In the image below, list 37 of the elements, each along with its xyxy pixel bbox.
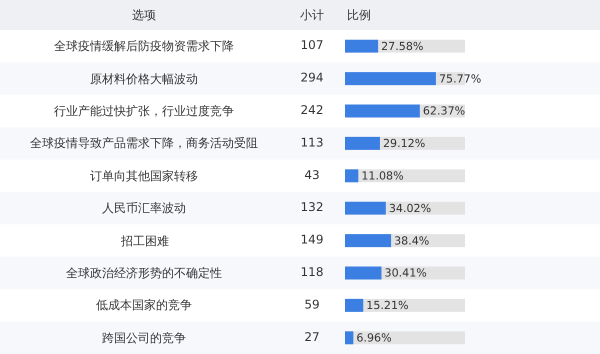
bar — [345, 298, 364, 312]
chart-title: 比例 — [347, 8, 371, 22]
data-label: 294 — [300, 70, 324, 85]
category-label: 跨国公司的竞争 — [102, 331, 186, 345]
data-label: 6.96% — [356, 332, 392, 345]
data-label: 15.21% — [366, 299, 409, 312]
data-label: 107 — [300, 38, 324, 52]
data-label: 38.4% — [394, 234, 430, 248]
text: 选项 — [132, 8, 156, 22]
data-label: 27 — [304, 330, 320, 344]
data-label: 11.08% — [361, 170, 404, 183]
data-label: 113 — [300, 135, 324, 150]
data-label: 27.58% — [381, 40, 424, 53]
bar — [345, 169, 358, 182]
category-label: 全球疫情缓解后防疫物资需求下降 — [54, 39, 234, 53]
data-label: 34.02% — [388, 202, 432, 215]
bar — [345, 331, 354, 344]
data-label: 43 — [304, 168, 320, 182]
data-label: 30.41% — [384, 266, 427, 280]
data-label: 132 — [300, 200, 324, 214]
data-label: 149 — [300, 232, 324, 247]
category-label: 全球疫情导致产品需求下降，商务活动受阻 — [30, 136, 258, 150]
category-label: 低成本国家的竞争 — [96, 298, 192, 312]
category-label: 原材料价格大幅波动 — [90, 72, 198, 86]
text: 小计 — [300, 8, 324, 22]
category-label: 行业产能过快扩张，行业过度竞争 — [54, 104, 234, 118]
category-label: 人民币汇率波动 — [102, 201, 186, 215]
data-label: 62.37% — [422, 104, 466, 118]
bar — [345, 40, 378, 53]
data-label: 75.77% — [438, 72, 482, 86]
data-label: 59 — [304, 297, 320, 312]
category-label: 全球政治经济形势的不确定性 — [66, 266, 222, 280]
category-label: 订单向其他国家转移 — [90, 169, 198, 183]
data-label: 242 — [300, 103, 324, 117]
data-label: 29.12% — [382, 137, 426, 150]
category-label: 招工困难 — [120, 234, 169, 248]
data-label: 118 — [300, 265, 324, 279]
